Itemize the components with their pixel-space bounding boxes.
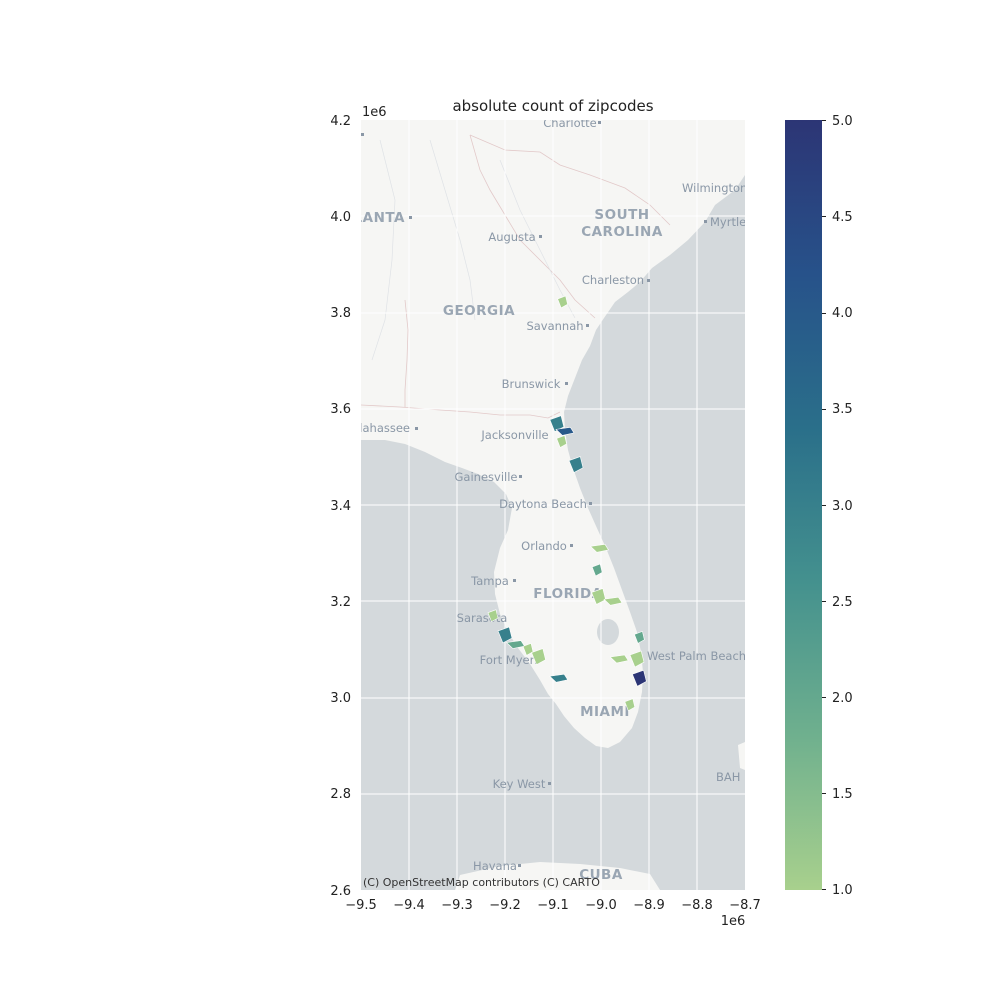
label-key-west: Key West: [493, 777, 546, 791]
city-markers: [361, 121, 707, 867]
y-tick-label: 2.6: [330, 884, 351, 899]
x-tick-label: −8.9: [633, 898, 665, 913]
label-savannah: Savannah: [526, 319, 583, 333]
colorbar-tick-label: 4.5: [832, 210, 853, 225]
zipcode-region: [629, 650, 645, 668]
colorbar-tick-label: 1.5: [832, 787, 853, 802]
colorbar: 1.0 1.5 2.0 2.5 3.0 3.5 4.0 4.5 5.0: [785, 114, 853, 898]
colorbar-ticks: [822, 120, 826, 890]
x-tick-label: −9.4: [393, 898, 425, 913]
y-tick-label: 3.0: [330, 691, 351, 706]
label-state-florida: FLORIDA: [533, 586, 602, 602]
colorbar-tick-label: 4.0: [832, 306, 853, 321]
label-brunswick: Brunswick: [502, 377, 561, 391]
zipcode-region: [632, 669, 647, 687]
y-tick-label: 3.4: [330, 499, 351, 514]
x-axis-offset: 1e6: [721, 914, 746, 929]
y-tick-label: 3.6: [330, 402, 351, 417]
zipcode-region: [557, 295, 568, 309]
y-axis-offset: 1e6: [362, 105, 387, 120]
label-bahamas: BAH: [716, 770, 740, 784]
colorbar-tick-label: 2.5: [832, 595, 853, 610]
x-tick-label: −8.7: [729, 898, 761, 913]
label-state-south: SOUTH: [594, 207, 649, 223]
label-myrtle: Myrtle: [710, 215, 746, 229]
zipcode-region: [487, 609, 499, 623]
land-bahamas: [738, 742, 745, 770]
label-havana: Havana: [473, 859, 517, 873]
zipcode-region: [634, 630, 645, 644]
lake-okeechobee: [597, 619, 619, 645]
colorbar-tick-label: 3.5: [832, 402, 853, 417]
chart-title: absolute count of zipcodes: [452, 97, 653, 115]
colorbar-tick-label: 2.0: [832, 691, 853, 706]
colorbar-tick-label: 3.0: [832, 499, 853, 514]
label-tampa: Tampa: [470, 574, 509, 588]
zipcode-region: [603, 596, 623, 606]
zipcode-region: [624, 698, 636, 712]
colorbar-gradient: [785, 120, 822, 890]
label-sarasota: Sarasota: [457, 611, 508, 625]
zipcode-region: [549, 673, 569, 683]
label-cuba: CUBA: [579, 867, 623, 883]
colorbar-tick-label: 1.0: [832, 883, 853, 898]
label-charlotte: Charlotte: [543, 116, 596, 130]
gridlines: [361, 120, 745, 890]
x-axis: −9.5 −9.4 −9.3 −9.2 −9.1 −9.0 −8.9 −8.8 …: [345, 898, 761, 929]
label-daytona-beach: Daytona Beach: [499, 497, 587, 511]
y-tick-label: 2.8: [330, 787, 351, 802]
x-tick-label: −9.1: [537, 898, 569, 913]
zipcode-region: [556, 435, 567, 448]
map-attribution: (C) OpenStreetMap contributors (C) CARTO: [363, 876, 600, 889]
colorbar-tick-label: 5.0: [832, 114, 853, 129]
label-west-palm-beach: West Palm Beach: [647, 649, 746, 663]
label-augusta: Augusta: [488, 230, 535, 244]
state-borders: [361, 134, 671, 419]
label-state-carolina: CAROLINA: [581, 224, 663, 240]
label-state-georgia: GEORGIA: [443, 303, 515, 319]
zipcode-region: [568, 456, 584, 473]
x-tick-label: −9.5: [345, 898, 377, 913]
label-miami: MIAMI: [580, 704, 630, 720]
city-labels: Charlotte Wilmington ATLANTA Augusta Myr…: [334, 116, 747, 883]
label-tallahassee: Tallahassee: [343, 421, 410, 435]
label-fort-myers: Fort Myers: [480, 653, 541, 667]
map-plot-area: Charlotte Wilmington ATLANTA Augusta Myr…: [334, 116, 747, 890]
y-tick-label: 4.2: [330, 114, 351, 129]
y-tick-label: 4.0: [330, 210, 351, 225]
label-atlanta: ATLANTA: [334, 210, 405, 226]
zipcode-regions: [487, 295, 647, 712]
label-charleston: Charleston: [582, 273, 644, 287]
x-tick-label: −8.8: [681, 898, 713, 913]
zipcode-region: [555, 427, 575, 436]
label-gainesville: Gainesville: [455, 470, 518, 484]
label-orlando: Orlando: [521, 539, 567, 553]
label-wilmington: Wilmington: [682, 181, 747, 195]
land-cuba: [455, 862, 660, 890]
zipcode-region: [609, 654, 629, 664]
x-tick-label: −9.0: [585, 898, 617, 913]
zipcode-region: [549, 415, 565, 433]
y-tick-label: 3.2: [330, 595, 351, 610]
zipcode-region: [531, 648, 546, 666]
zipcode-region: [591, 563, 603, 577]
x-tick-label: −9.3: [441, 898, 473, 913]
x-tick-label: −9.2: [489, 898, 521, 913]
zipcode-region: [497, 626, 513, 644]
label-jacksonville: Jacksonville: [480, 428, 548, 442]
y-tick-label: 3.8: [330, 306, 351, 321]
state-labels: SOUTH CAROLINA GEORGIA FLORIDA: [443, 207, 663, 602]
zipcode-region: [589, 543, 610, 553]
y-axis: 2.6 2.8 3.0 3.2 3.4 3.6 3.8 4.0 4.2 1e6: [330, 105, 386, 899]
